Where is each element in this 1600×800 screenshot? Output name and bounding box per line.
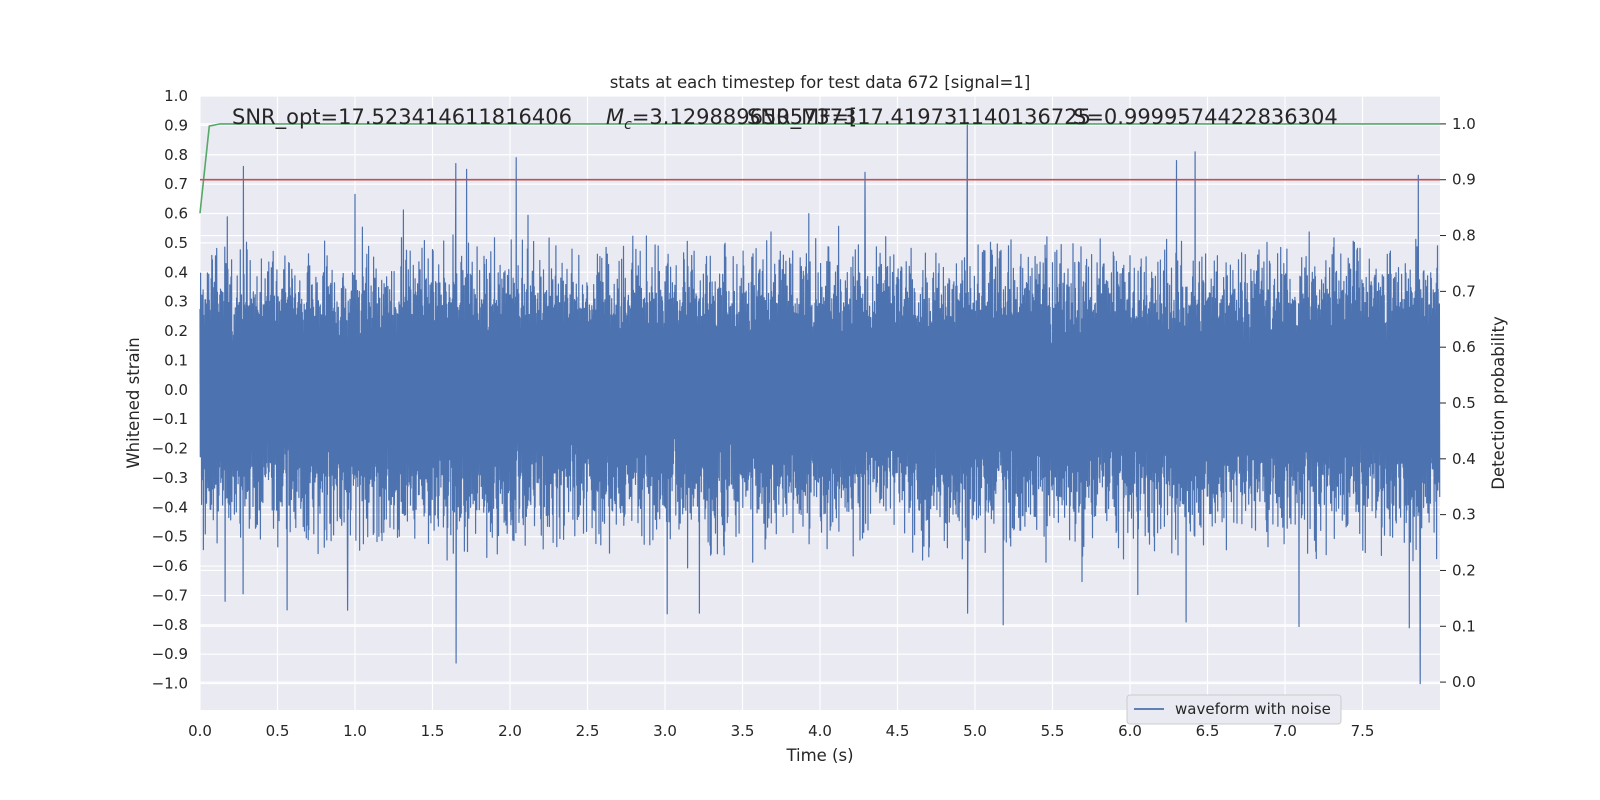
x-tick-label: 6.0 bbox=[1118, 722, 1142, 740]
x-tick-labels: 0.0 0.5 1.0 1.5 2.0 2.5 3.0 3.5 4.0 4.5 5.0 5.5 6.0 6… bbox=[188, 722, 1374, 740]
y-tick-label: −0.8 bbox=[152, 616, 188, 634]
y-tick-label: 0.4 bbox=[164, 263, 188, 281]
x-tick-label: 5.5 bbox=[1041, 722, 1065, 740]
snr-mf-annotation: SNR_MF=[17.419731140136725 bbox=[747, 105, 1091, 130]
waveform-series bbox=[199, 121, 1441, 685]
x-tick-label: 6.5 bbox=[1196, 722, 1220, 740]
x-tick-label: 4.5 bbox=[886, 722, 910, 740]
x-tick-label: 0.5 bbox=[266, 722, 290, 740]
mc-symbol: M bbox=[606, 105, 624, 129]
y-tick-label: −0.3 bbox=[152, 469, 188, 487]
y-tick-label: 0.2 bbox=[164, 322, 188, 340]
y-tick-label: −0.1 bbox=[152, 410, 188, 428]
y-tick-label: 0.6 bbox=[164, 205, 188, 223]
x-tick-label: 2.0 bbox=[498, 722, 522, 740]
x-tick-label: 0.0 bbox=[188, 722, 212, 740]
y-tick-label: 0.9 bbox=[164, 116, 188, 134]
y-tick-label: 0.7 bbox=[164, 175, 188, 193]
y-tick-labels: 1.0 0.9 0.8 0.7 0.6 0.5 0.4 0.3 0.2 0.1 0.0 −0.1 −0.… bbox=[152, 87, 188, 693]
x-tick-label: 4.0 bbox=[808, 722, 832, 740]
y2-tick-label: 0.7 bbox=[1452, 282, 1476, 300]
x-tick-label: 1.0 bbox=[343, 722, 367, 740]
y2-tick-label: 0.2 bbox=[1452, 561, 1476, 579]
y-tick-label: 0.1 bbox=[164, 351, 188, 369]
x-tick-label: 7.5 bbox=[1351, 722, 1375, 740]
y-tick-label: 0.8 bbox=[164, 146, 188, 164]
x-tick-label: 5.0 bbox=[963, 722, 987, 740]
x-tick-label: 2.5 bbox=[576, 722, 600, 740]
waveform-line bbox=[199, 121, 1441, 685]
y-tick-label: 0.3 bbox=[164, 293, 188, 311]
x-axis-label: Time (s) bbox=[785, 746, 853, 765]
y-tick-label: −0.5 bbox=[152, 528, 188, 546]
y-tick-label: −1.0 bbox=[152, 675, 188, 693]
annotations: SNR_opt=17.523414611816406 Mc=3.12988965… bbox=[232, 105, 1338, 133]
mc-subscript: c bbox=[624, 117, 632, 133]
y-axis-label: Whitened strain bbox=[124, 337, 143, 468]
y2-tick-label: 0.1 bbox=[1452, 617, 1476, 635]
y2-tick-label: 0.5 bbox=[1452, 394, 1476, 412]
y2-tick-label: 1.0 bbox=[1452, 115, 1476, 133]
y-tick-label: 0.5 bbox=[164, 234, 188, 252]
x-tick-label: 7.0 bbox=[1273, 722, 1297, 740]
y-tick-label: −0.7 bbox=[152, 586, 188, 604]
y2-tick-labels: 1.0 0.9 0.8 0.7 0.6 0.5 0.4 0.3 0.2 0.1 0.0 bbox=[1440, 115, 1476, 691]
legend: waveform with noise bbox=[1126, 694, 1342, 725]
x-tick-label: 1.5 bbox=[421, 722, 445, 740]
y-tick-label: 0.0 bbox=[164, 381, 188, 399]
y2-tick-label: 0.8 bbox=[1452, 227, 1476, 245]
y-tick-label: 1.0 bbox=[164, 87, 188, 105]
y2-tick-label: 0.9 bbox=[1452, 171, 1476, 189]
detection-probability-line bbox=[199, 123, 1440, 214]
y2-tick-label: 0.4 bbox=[1452, 450, 1476, 468]
s-annotation: S=0.9999574422836304 bbox=[1073, 105, 1338, 129]
y2-axis-label: Detection probability bbox=[1489, 316, 1508, 490]
mc-value: =3.12988965057373 bbox=[632, 105, 857, 129]
legend-label: waveform with noise bbox=[1175, 700, 1331, 718]
y-tick-label: −0.4 bbox=[152, 498, 188, 516]
mc-annotation: Mc=3.12988965057373 bbox=[606, 105, 857, 133]
probability-lines bbox=[199, 123, 1440, 214]
x-tick-label: 3.0 bbox=[653, 722, 677, 740]
legend-box bbox=[1126, 694, 1342, 725]
x-tick-label: 3.5 bbox=[731, 722, 755, 740]
snr-opt-annotation: SNR_opt=17.523414611816406 bbox=[232, 105, 572, 130]
y-tick-label: −0.6 bbox=[152, 557, 188, 575]
y-tick-label: −0.2 bbox=[152, 440, 188, 458]
chart-title: stats at each timestep for test data 672… bbox=[610, 73, 1031, 92]
y2-tick-label: 0.6 bbox=[1452, 338, 1476, 356]
y2-tick-label: 0.0 bbox=[1452, 673, 1476, 691]
y-tick-label: −0.9 bbox=[152, 645, 188, 663]
y2-tick-label: 0.3 bbox=[1452, 506, 1476, 524]
